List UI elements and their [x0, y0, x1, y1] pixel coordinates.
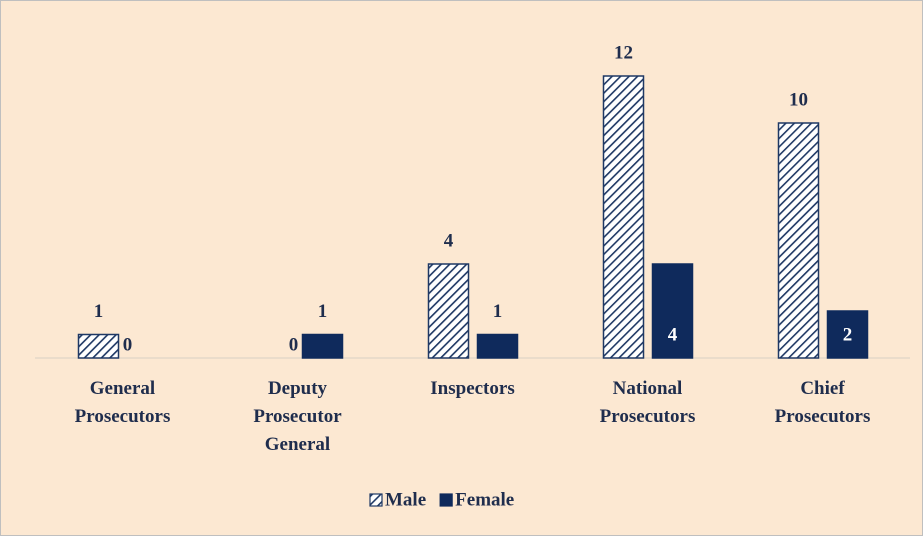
data-label: 1 [94, 301, 104, 322]
data-label: 1 [493, 301, 503, 322]
legend-swatch [369, 493, 383, 507]
bar [602, 75, 645, 359]
data-label: 10 [789, 89, 808, 110]
bar [301, 333, 344, 359]
data-label: 4 [668, 324, 678, 345]
bar [476, 333, 519, 359]
x-tick-label: National Prosecutors [600, 378, 696, 427]
x-tick-label: Inspectors [430, 378, 514, 399]
legend-swatch [439, 493, 453, 507]
data-label: 4 [444, 230, 454, 251]
bar [427, 263, 470, 359]
legend-label: Female [455, 489, 514, 510]
x-tick-label: Deputy Prosecutor General [253, 378, 342, 455]
bar [826, 310, 869, 359]
data-label: 1 [318, 301, 328, 322]
bar [77, 333, 120, 359]
legend-label: Male [385, 489, 426, 510]
bar [651, 263, 694, 359]
data-label: 12 [614, 42, 633, 63]
bar [777, 122, 820, 359]
data-label: 0 [123, 334, 133, 355]
data-label: 2 [843, 324, 853, 345]
data-label: 0 [289, 334, 299, 355]
x-tick-label: Chief Prosecutors [775, 378, 871, 427]
x-tick-label: General Prosecutors [75, 378, 171, 427]
